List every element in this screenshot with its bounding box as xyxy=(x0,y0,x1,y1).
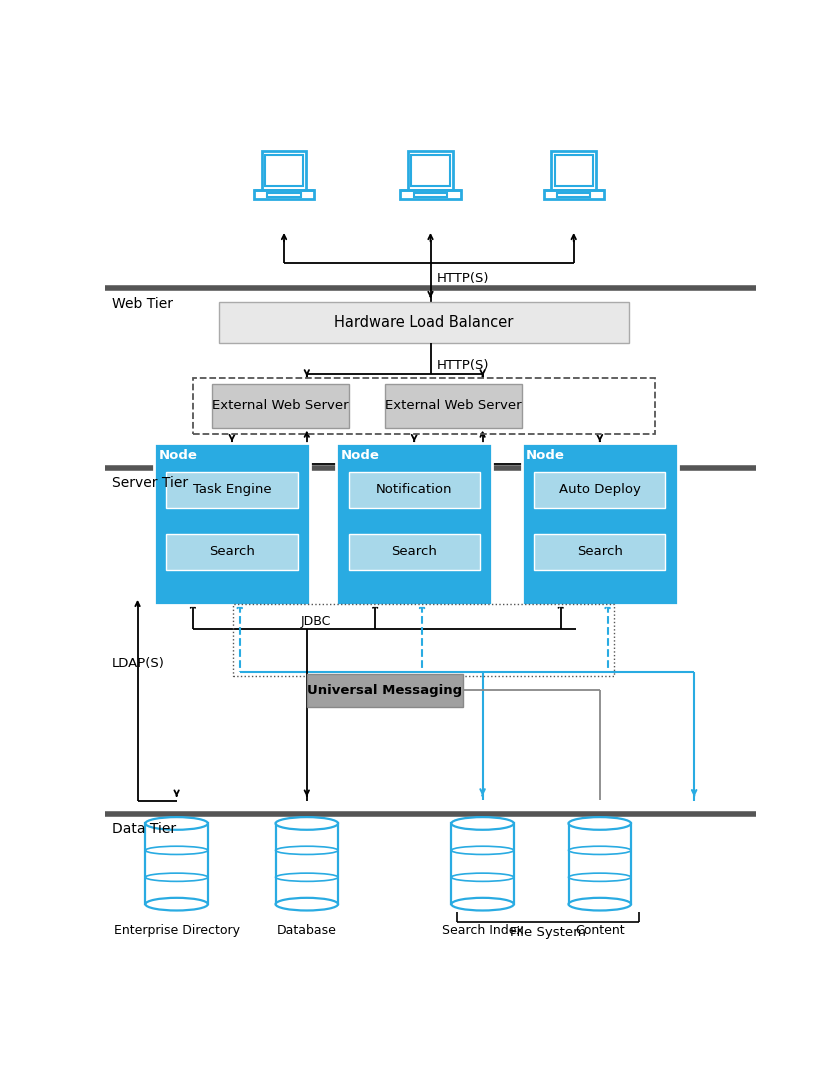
FancyBboxPatch shape xyxy=(401,191,460,199)
FancyBboxPatch shape xyxy=(145,823,207,904)
FancyBboxPatch shape xyxy=(307,674,463,707)
Ellipse shape xyxy=(145,817,207,830)
Text: Search: Search xyxy=(209,545,255,558)
Text: Node: Node xyxy=(526,449,565,462)
Text: HTTP(S): HTTP(S) xyxy=(437,358,490,371)
FancyBboxPatch shape xyxy=(554,156,593,186)
FancyBboxPatch shape xyxy=(551,152,596,191)
FancyBboxPatch shape xyxy=(261,152,307,191)
FancyBboxPatch shape xyxy=(154,443,310,605)
FancyBboxPatch shape xyxy=(265,156,303,186)
Text: Universal Messaging: Universal Messaging xyxy=(307,683,463,696)
Text: Node: Node xyxy=(341,449,380,462)
Text: External Web Server: External Web Server xyxy=(213,400,349,413)
FancyBboxPatch shape xyxy=(569,823,631,904)
Text: Search Index: Search Index xyxy=(442,924,523,937)
Text: LDAP(S): LDAP(S) xyxy=(112,657,165,670)
FancyBboxPatch shape xyxy=(557,193,591,197)
Text: Database: Database xyxy=(277,924,337,937)
Ellipse shape xyxy=(569,898,631,911)
FancyBboxPatch shape xyxy=(408,152,453,191)
FancyBboxPatch shape xyxy=(254,191,314,199)
Text: Content: Content xyxy=(575,924,625,937)
Text: Hardware Load Balancer: Hardware Load Balancer xyxy=(334,315,514,330)
FancyBboxPatch shape xyxy=(414,193,447,197)
Ellipse shape xyxy=(276,898,338,911)
FancyBboxPatch shape xyxy=(213,384,349,428)
Text: Data Tier: Data Tier xyxy=(112,822,176,836)
Ellipse shape xyxy=(276,817,338,830)
Text: Search: Search xyxy=(391,545,437,558)
FancyBboxPatch shape xyxy=(534,472,665,508)
FancyBboxPatch shape xyxy=(412,156,449,186)
FancyBboxPatch shape xyxy=(267,193,301,197)
Text: Auto Deploy: Auto Deploy xyxy=(559,483,641,496)
FancyBboxPatch shape xyxy=(349,534,480,570)
Ellipse shape xyxy=(451,898,514,911)
Text: Web Tier: Web Tier xyxy=(112,297,172,311)
FancyBboxPatch shape xyxy=(522,443,678,605)
FancyBboxPatch shape xyxy=(166,534,297,570)
FancyBboxPatch shape xyxy=(385,384,522,428)
Text: Enterprise Directory: Enterprise Directory xyxy=(113,924,239,937)
Text: External Web Server: External Web Server xyxy=(385,400,522,413)
FancyBboxPatch shape xyxy=(534,534,665,570)
FancyBboxPatch shape xyxy=(336,443,492,605)
FancyBboxPatch shape xyxy=(219,302,629,343)
FancyBboxPatch shape xyxy=(276,823,338,904)
FancyBboxPatch shape xyxy=(166,472,297,508)
FancyBboxPatch shape xyxy=(349,472,480,508)
Text: Notification: Notification xyxy=(376,483,453,496)
FancyBboxPatch shape xyxy=(543,191,604,199)
Text: Server Tier: Server Tier xyxy=(112,477,187,490)
Text: JDBC: JDBC xyxy=(301,615,331,628)
FancyBboxPatch shape xyxy=(451,823,514,904)
Text: File System: File System xyxy=(510,926,585,939)
Text: Task Engine: Task Engine xyxy=(192,483,271,496)
Text: Search: Search xyxy=(577,545,622,558)
Ellipse shape xyxy=(145,898,207,911)
Text: HTTP(S): HTTP(S) xyxy=(437,272,490,285)
Ellipse shape xyxy=(569,817,631,830)
Ellipse shape xyxy=(451,817,514,830)
Text: Node: Node xyxy=(159,449,197,462)
